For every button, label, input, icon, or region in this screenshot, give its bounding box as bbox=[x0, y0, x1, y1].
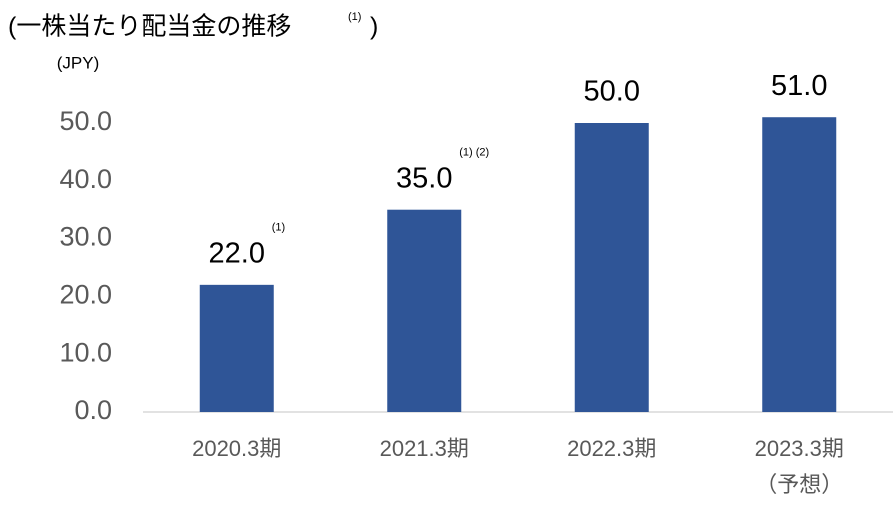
y-tick-label: 10.0 bbox=[59, 337, 112, 367]
y-axis-label: (JPY) bbox=[57, 53, 100, 72]
y-tick-label: 30.0 bbox=[59, 222, 112, 252]
value-label: 22.0 bbox=[209, 237, 265, 269]
bar bbox=[199, 284, 274, 412]
x-tick-label: 2023.3期 bbox=[755, 436, 844, 461]
y-tick-label: 40.0 bbox=[59, 164, 112, 194]
x-tick-label: 2020.3期 bbox=[192, 436, 281, 461]
x-tick-label: 2022.3期 bbox=[567, 436, 656, 461]
bar bbox=[574, 123, 649, 412]
y-tick-label: 0.0 bbox=[74, 395, 112, 425]
value-label: 51.0 bbox=[771, 70, 827, 102]
title-close: ) bbox=[370, 13, 378, 41]
chart-title: (一株当たり配当金の推移 bbox=[8, 13, 291, 41]
value-label: 50.0 bbox=[584, 76, 640, 108]
value-note: (1) bbox=[272, 222, 285, 234]
y-tick-label: 20.0 bbox=[59, 280, 112, 310]
y-tick-label: 50.0 bbox=[59, 106, 112, 136]
x-tick-sublabel: （予想） bbox=[755, 472, 843, 497]
title-note: (1) bbox=[348, 11, 361, 23]
value-label: 35.0 bbox=[396, 162, 452, 194]
bar bbox=[387, 209, 462, 412]
value-note: (1) (2) bbox=[459, 147, 489, 159]
bar bbox=[762, 117, 837, 412]
x-tick-label: 2021.3期 bbox=[380, 436, 469, 461]
